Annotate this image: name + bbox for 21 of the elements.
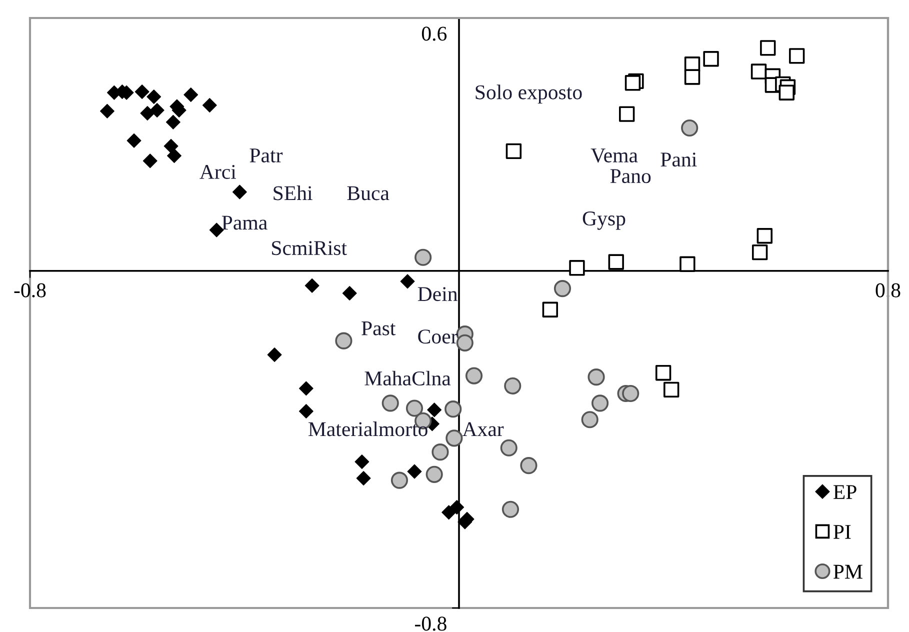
annotation: SEhi bbox=[274, 186, 312, 200]
annotation: Pama bbox=[222, 216, 268, 230]
annotation: Pani bbox=[660, 152, 697, 167]
annotation: ScmiRist bbox=[272, 241, 347, 256]
annotation: Pano bbox=[610, 169, 651, 184]
x-tick-label: 0.8 bbox=[876, 283, 900, 298]
annotation: MahaClna bbox=[364, 370, 451, 386]
annotation: Gysp bbox=[582, 212, 626, 230]
annotation: Materialmorto bbox=[308, 422, 428, 436]
legend-label: PI bbox=[833, 525, 851, 539]
annotation: Patr bbox=[250, 148, 283, 162]
annotation: Solo exposto bbox=[476, 84, 582, 104]
annotation: Dein bbox=[418, 287, 458, 302]
annotation: Axar bbox=[462, 422, 504, 436]
legend-label: EP bbox=[833, 485, 856, 499]
annotation: Vema bbox=[590, 148, 638, 163]
legend-label: PM bbox=[833, 564, 862, 579]
annotation: Past bbox=[362, 321, 396, 336]
annotation: Arci bbox=[200, 164, 236, 179]
annotation: Buca bbox=[347, 186, 390, 200]
y-tick-label: 0.6 bbox=[422, 26, 447, 41]
